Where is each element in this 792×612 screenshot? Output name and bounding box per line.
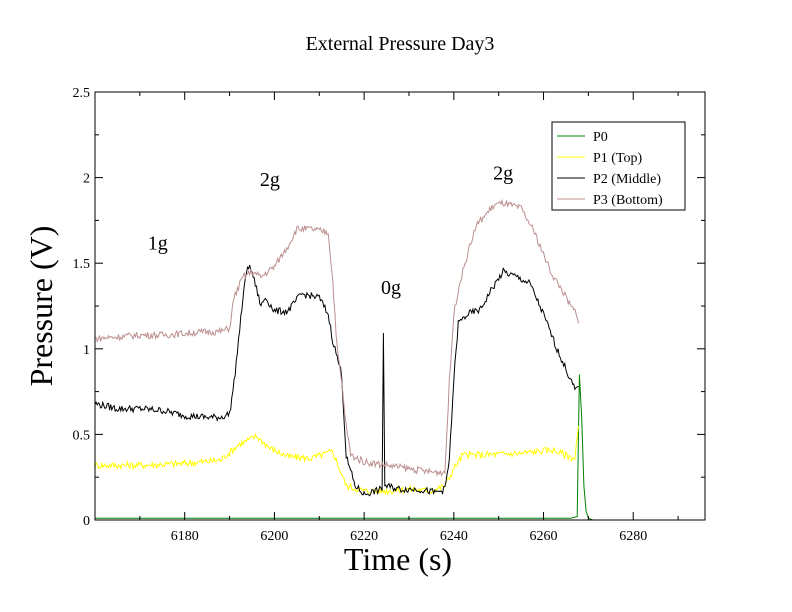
series-line-p1-top xyxy=(94,425,579,496)
series-line-p3-bottom xyxy=(94,198,579,477)
x-tick-label: 6200 xyxy=(260,529,288,544)
y-tick-label: 2 xyxy=(83,172,90,187)
x-tick-label: 6240 xyxy=(440,529,468,544)
annotation-label: 1g xyxy=(148,233,168,255)
y-tick-label: 1.5 xyxy=(73,257,91,272)
annotation-label: 2g xyxy=(493,162,513,184)
series-line-p0 xyxy=(95,374,594,521)
legend: P0 P1 (Top) P2 (Middle) P3 (Bottom) xyxy=(551,121,686,211)
legend-label-p1-top: P1 (Top) xyxy=(593,151,643,166)
x-tick-label: 6220 xyxy=(350,529,378,544)
y-tick-label: 0.5 xyxy=(73,428,91,443)
y-tick-label: 1 xyxy=(83,343,90,358)
series-layer xyxy=(94,198,594,521)
annotations: 1g 2g 0g 2g xyxy=(148,162,513,299)
x-tick-label: 6260 xyxy=(530,529,558,544)
y-tick-label: 0 xyxy=(83,514,90,529)
series-line-p2-middle xyxy=(94,264,579,497)
annotation-label: 2g xyxy=(260,169,280,191)
legend-box xyxy=(551,121,686,211)
annotation-label: 0g xyxy=(381,277,401,299)
legend-label-p3-bottom: P3 (Bottom) xyxy=(593,193,663,208)
y-axis-label: Pressure (V) xyxy=(23,226,59,387)
legend-label-p2-middle: P2 (Middle) xyxy=(593,172,661,187)
legend-label-p0: P0 xyxy=(593,130,608,145)
chart-title: External Pressure Day3 xyxy=(306,33,495,55)
y-tick-label: 2.5 xyxy=(73,86,91,101)
x-tick-label: 6180 xyxy=(171,529,199,544)
x-axis-label: Time (s) xyxy=(344,541,452,577)
x-axis-ticks: 6180 6200 6220 6240 6260 6280 xyxy=(94,92,679,544)
y-axis-ticks: 0 0.5 1 1.5 2 2.5 xyxy=(73,86,705,529)
x-tick-label: 6280 xyxy=(619,529,647,544)
